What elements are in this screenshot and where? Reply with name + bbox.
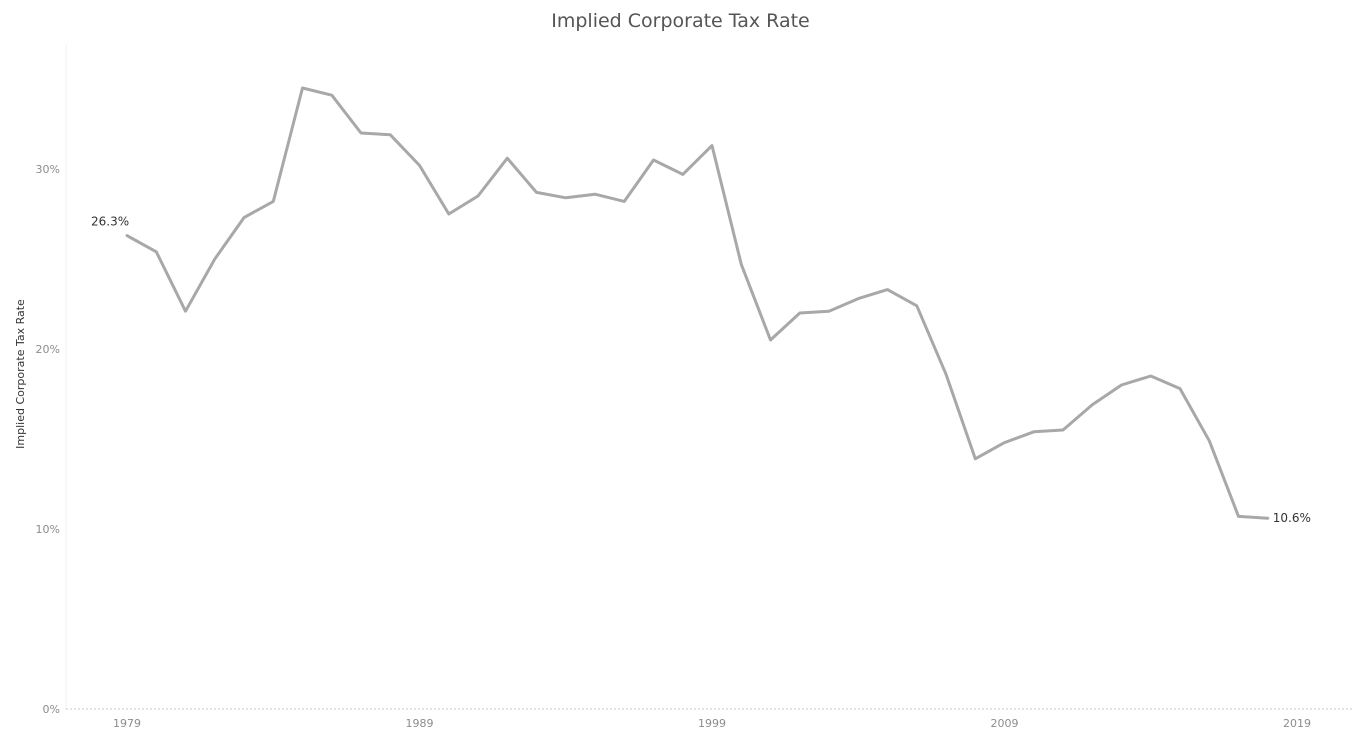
y-tick-label: 20% [36, 343, 60, 356]
y-tick-label: 30% [36, 163, 60, 176]
data-label: 10.6% [1273, 511, 1311, 525]
series-lines [125, 86, 1270, 520]
y-tick-labels: 0% 10% 20% 30% [36, 163, 60, 716]
x-tick-label: 1999 [698, 717, 726, 730]
series-line [125, 86, 1270, 520]
x-tick-label: 2019 [1283, 717, 1311, 730]
data-label: 26.3% [91, 215, 129, 229]
data-labels: 26.3% 10.6% [91, 215, 1311, 526]
chart-title: Implied Corporate Tax Rate [551, 10, 810, 32]
y-axis-label: Implied Corporate Tax Rate [14, 299, 27, 449]
x-tick-labels: 1979 1989 1999 2009 2019 [113, 717, 1311, 730]
x-tick-label: 2009 [991, 717, 1019, 730]
y-tick-label: 0% [43, 703, 60, 716]
x-tick-label: 1989 [406, 717, 434, 730]
y-tick-label: 10% [36, 523, 60, 536]
x-tick-label: 1979 [113, 717, 141, 730]
chart-axes [65, 45, 1354, 710]
